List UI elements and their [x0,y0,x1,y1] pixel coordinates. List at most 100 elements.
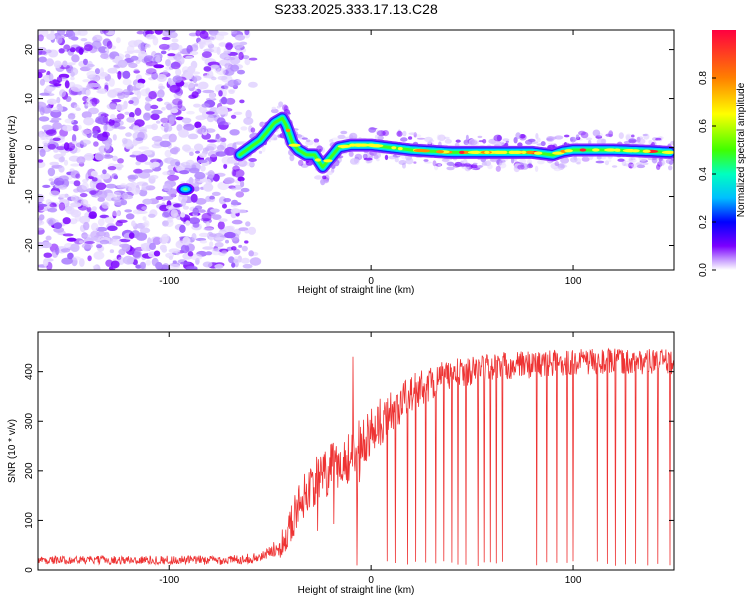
noise-speckle [141,206,148,211]
noise-speckle [71,134,77,143]
noise-speckle [88,236,98,241]
noise-speckle [132,259,138,266]
noise-speckle [148,213,156,218]
noise-speckle [85,89,90,96]
halo-speckle [570,136,576,143]
halo-speckle [581,156,590,162]
halo-speckle [464,142,471,146]
noise-speckle [192,185,200,192]
noise-speckle [70,243,80,252]
ridge-hotspot [521,150,527,154]
noise-speckle [107,225,118,231]
noise-speckle [202,261,213,268]
halo-speckle [455,139,461,143]
halo-speckle [301,137,308,140]
noise-speckle [38,159,44,163]
noise-speckle [131,220,136,227]
noise-speckle [49,190,60,197]
halo-speckle [320,178,330,184]
halo-speckle [444,139,452,144]
noise-speckle [168,31,178,39]
ridge-hotspot [533,151,543,155]
noise-speckle [170,209,178,218]
noise-speckle [160,50,167,55]
noise-speckle [209,241,214,248]
noise-speckle [116,37,121,44]
noise-speckle [110,239,122,246]
halo-speckle [592,129,601,137]
noise-speckle [166,103,173,111]
halo-speckle [570,157,578,163]
noise-speckle [233,111,243,116]
noise-speckle [223,177,235,184]
noise-speckle [168,116,175,125]
noise-speckle [140,42,146,51]
noise-speckle [156,97,163,102]
noise-speckle [101,30,109,34]
noise-speckle [97,88,108,94]
noise-speckle [208,92,216,100]
noise-speckle [133,49,141,54]
noise-speckle [177,51,182,57]
noise-speckle [106,40,113,49]
noise-speckle [71,140,78,145]
noise-speckle [150,165,156,169]
noise-speckle [39,107,45,116]
noise-speckle [70,84,83,92]
noise-speckle [62,233,74,237]
noise-speckle [169,147,179,155]
noise-speckle [191,233,197,241]
noise-speckle [249,257,262,266]
noise-speckle [48,178,54,182]
noise-speckle [188,167,200,174]
noise-speckle [150,35,156,39]
halo-speckle [363,157,373,161]
noise-speckle [138,146,150,150]
noise-speckle [206,115,215,123]
snr-y-label: SNR (10 * v/v) [7,419,18,483]
noise-speckle [133,250,142,259]
noise-speckle [56,76,63,83]
snr-series-line [38,347,674,567]
noise-speckle [106,103,118,110]
noise-speckle [128,112,135,118]
noise-speckle [228,256,235,264]
noise-speckle [66,237,77,242]
noise-speckle [45,58,54,67]
noise-speckle [128,186,133,192]
noise-speckle [143,112,151,121]
noise-speckle [231,246,237,251]
halo-speckle [595,160,605,164]
halo-speckle [670,140,674,145]
noise-speckle [62,60,68,68]
noise-speckle [92,34,103,43]
halo-speckle [282,104,288,111]
noise-speckle [91,177,98,182]
noise-speckle [121,192,129,200]
noise-speckle [45,129,57,136]
colorbar-label: Normalized spectral amplitude [736,82,747,217]
halo-speckle [384,154,389,161]
halo-speckle [396,130,403,137]
ridge-hotspot [288,143,301,147]
noise-speckle [110,114,116,120]
noise-speckle [198,153,207,158]
halo-speckle [477,135,483,139]
noise-speckle [138,189,148,197]
halo-speckle [537,159,545,165]
noise-speckle [46,104,52,109]
noise-speckle [63,159,69,166]
noise-speckle [167,53,176,57]
noise-speckle [197,159,208,164]
noise-speckle [110,260,120,269]
noise-speckle [224,57,231,64]
noise-speckle [112,191,122,200]
noise-speckle [109,249,115,254]
halo-speckle [513,137,518,144]
noise-speckle [125,132,132,137]
noise-speckle [195,150,200,154]
halo-speckle [651,156,658,164]
noise-speckle [46,33,56,41]
halo-speckle [519,134,526,139]
noise-speckle [91,97,98,107]
